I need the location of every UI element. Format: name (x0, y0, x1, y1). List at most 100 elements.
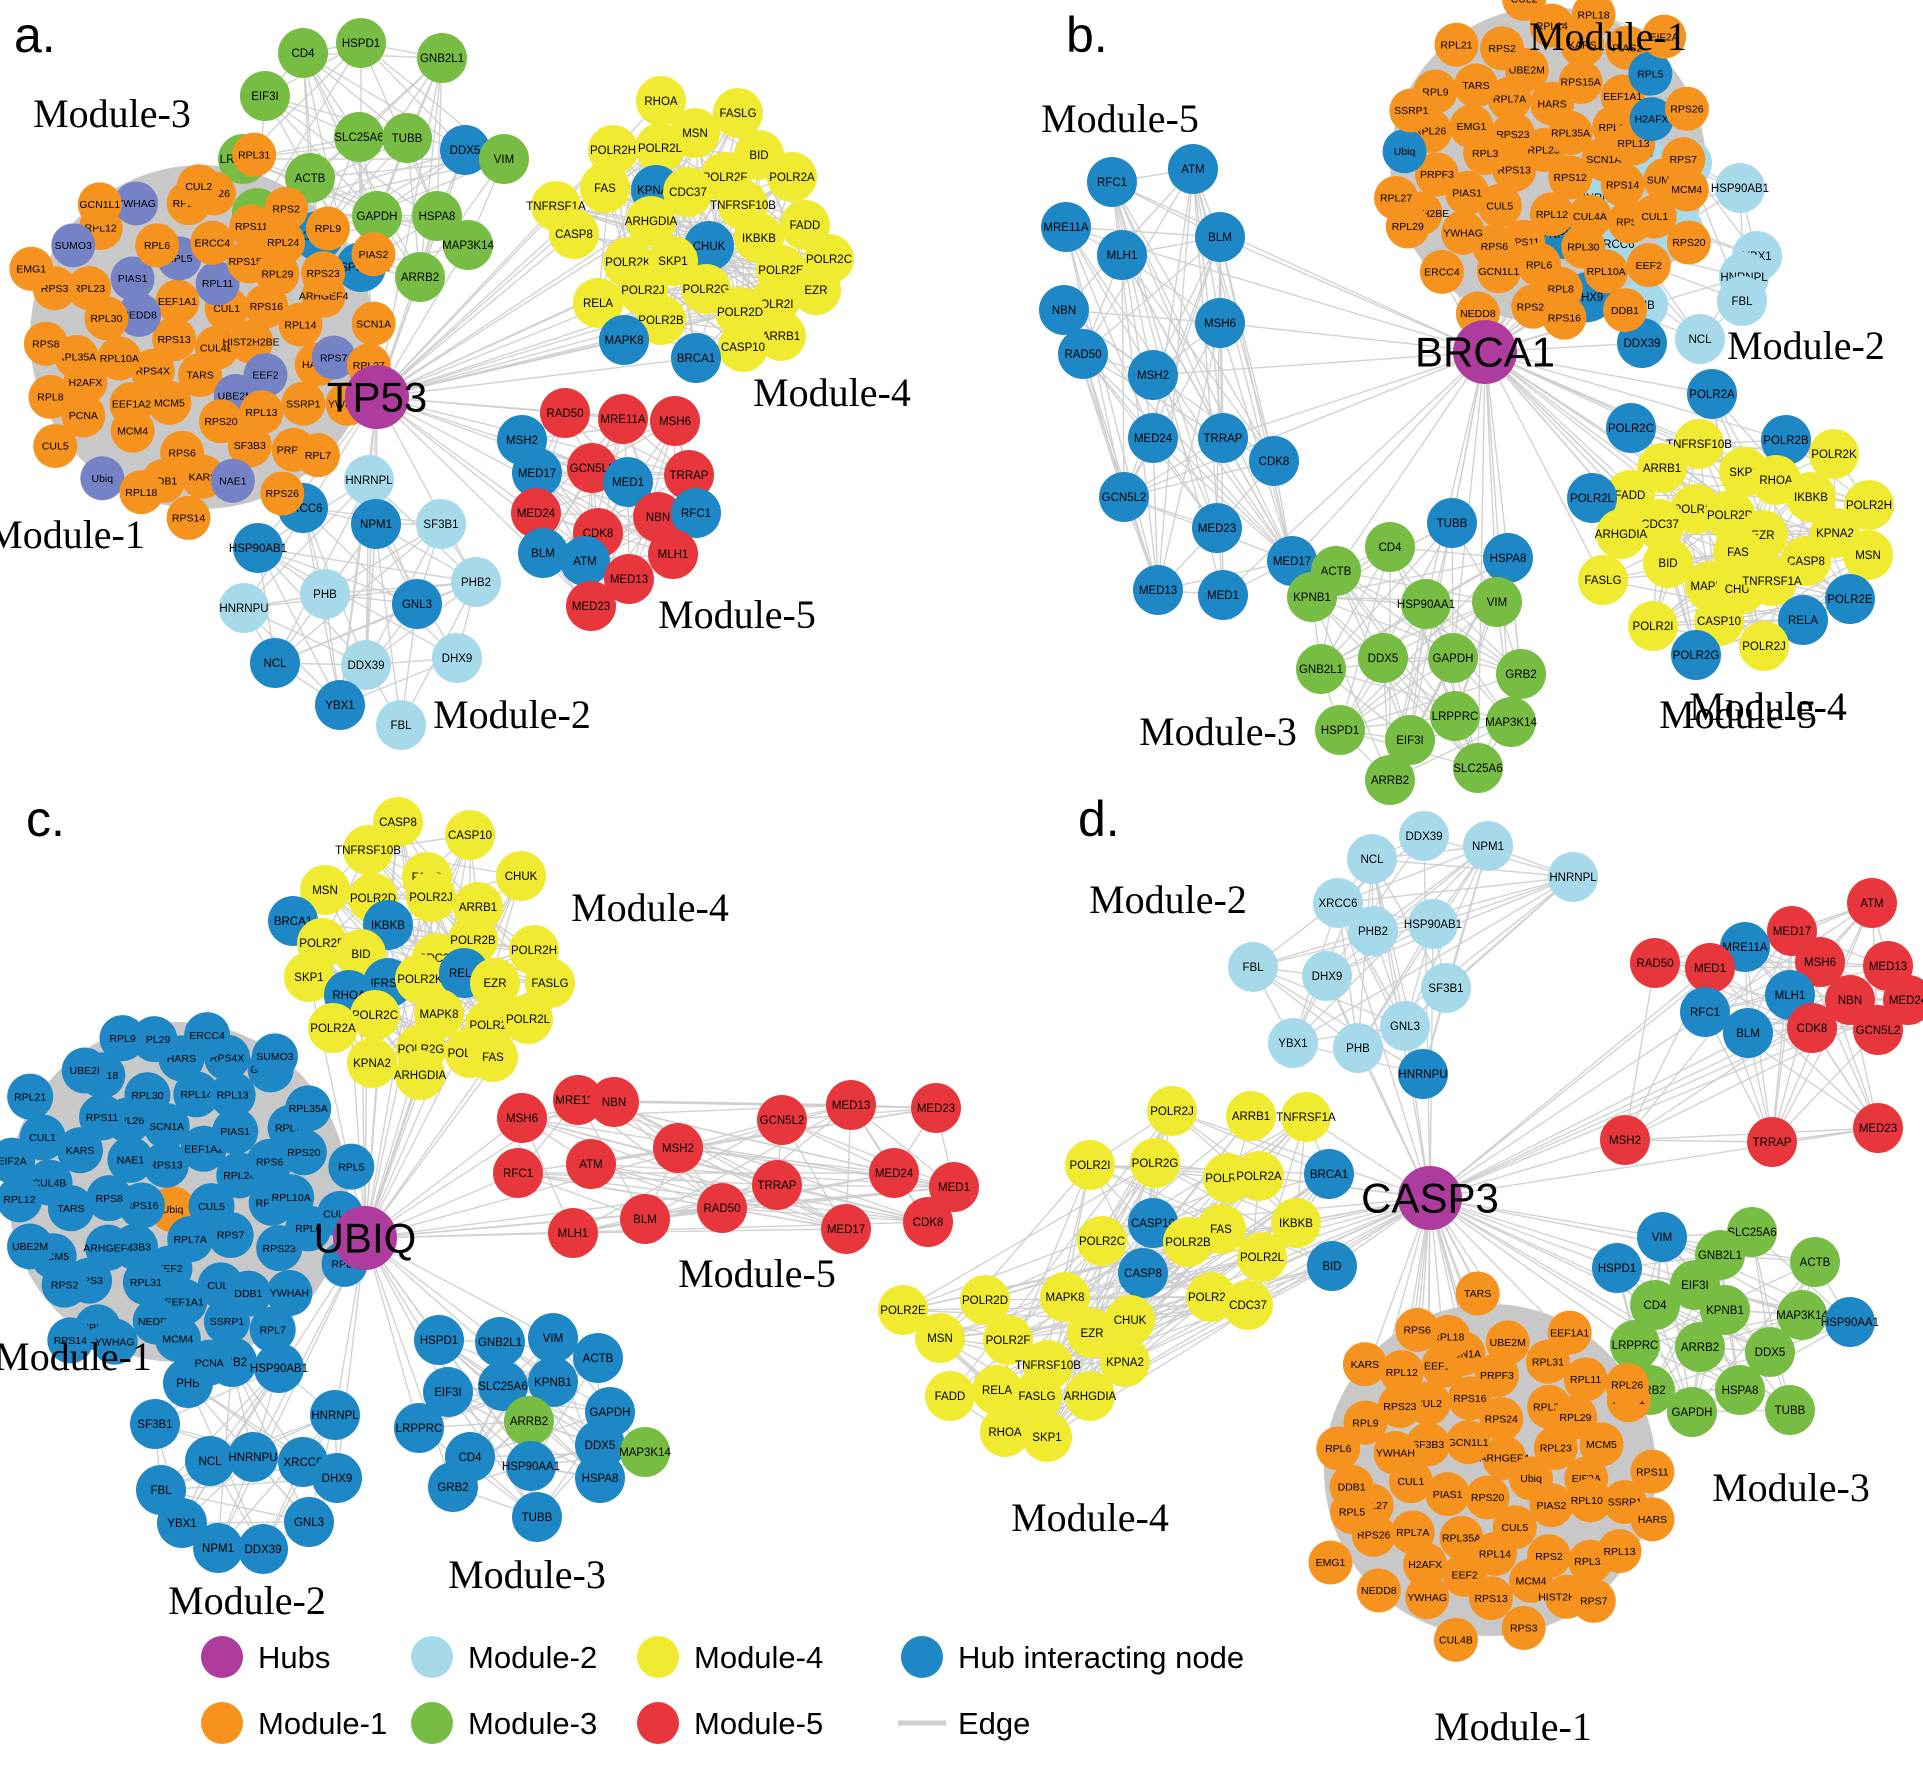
node-circle (1401, 579, 1451, 629)
node-UBE2I: UBE2I (61, 1047, 108, 1094)
node-RPS16: RPS16 (1542, 295, 1587, 340)
legend-label: Module-3 (468, 1706, 597, 1741)
node-label: RPL10A (100, 353, 139, 365)
node-circle (573, 278, 623, 328)
node-label: RELA (583, 298, 613, 310)
edge (243, 581, 477, 609)
node-label: SCN1A (356, 318, 391, 330)
node-label: RPL26 (1611, 1380, 1643, 1392)
node-MED1: MED1 (1685, 943, 1735, 993)
node-circle (1674, 419, 1724, 469)
node-circle (1680, 987, 1730, 1037)
node-label: GNL3 (402, 599, 432, 611)
node-circle (929, 1162, 979, 1212)
edge (1425, 603, 1479, 769)
node-label: RPS16 (125, 1200, 158, 1212)
node-POLR2E: POLR2E (878, 1285, 928, 1335)
node-NCL: NCL (1675, 314, 1725, 364)
node-MED23: MED23 (911, 1083, 961, 1133)
node-label: POLR2I (470, 1020, 511, 1032)
node-MSH6: MSH6 (1795, 937, 1845, 987)
node-label: DDX5 (1755, 1347, 1786, 1359)
node-circle (23, 321, 68, 366)
node-label: HSP90AB1 (250, 1363, 308, 1375)
node-EIF2A: EIF2A (1642, 14, 1687, 59)
node-circle (518, 528, 568, 578)
node-circle (1077, 1216, 1127, 1266)
node-circle (67, 266, 112, 311)
node-circle (1012, 1371, 1062, 1421)
node-label: BRCA1 (274, 916, 312, 928)
node-EIF2A: EIF2A (0, 1137, 36, 1184)
node-label: RPL14 (284, 319, 316, 331)
node-SF3B1: SF3B1 (130, 1399, 180, 1449)
node-circle (1453, 743, 1503, 793)
node-circle (1379, 1350, 1424, 1395)
edge (1152, 351, 1486, 376)
node-circle (756, 311, 806, 361)
node-circle (155, 279, 200, 324)
node-label: PIAS1 (1433, 1489, 1463, 1501)
node-label: POLR2D (717, 307, 763, 319)
node-circle (1130, 1138, 1180, 1188)
node-circle (1385, 715, 1435, 765)
hub-circle (1398, 1166, 1462, 1230)
node-MED23: MED23 (566, 581, 616, 631)
node-label: MCM4 (1671, 184, 1702, 196)
node-DDX5: DDX5 (440, 125, 490, 175)
nodes: RFC1 ATM MRE11A MLH1 BLM NBN MSH6 RAD50 MSH2 MED2… (1039, 0, 1894, 805)
node-label: POLR2J (409, 892, 452, 904)
node-label: MED1 (1207, 590, 1239, 602)
node-label: BLM (1736, 1028, 1760, 1040)
node-RPS20: RPS20 (280, 1129, 327, 1176)
node-RELA: RELA (1778, 595, 1828, 645)
node-label: GCN5L2 (1856, 1025, 1901, 1037)
node-circle (826, 1080, 876, 1130)
node-circle (251, 1033, 298, 1080)
node-circle (573, 1333, 623, 1383)
edge (1616, 1267, 1771, 1353)
module-label: Module-2 (168, 1578, 326, 1623)
edge (1152, 437, 1159, 591)
node-label: EEF1A1 (165, 1297, 204, 1309)
node-label: CD4 (1378, 542, 1402, 554)
node-label: HNRNPL (1549, 872, 1597, 884)
node-GAPDH: GAPDH (352, 191, 402, 241)
node-circle (310, 1390, 360, 1440)
edge (1252, 923, 1434, 968)
node-circle (392, 579, 442, 629)
node-RHOA: RHOA (980, 1407, 1030, 1457)
node-label: DDX5 (1368, 653, 1399, 665)
node-circle (512, 1492, 562, 1542)
node-label: KPNB1 (1706, 1305, 1744, 1317)
node-label: RPL29 (138, 1034, 170, 1046)
node-CDC37: CDC37 (1223, 1280, 1273, 1330)
nodes: DDX39 NPM1 NCL HNRNPL XRCC6 PHB2 HSP90AB1 FBL DH… (878, 811, 1923, 1662)
node-circle (1548, 852, 1598, 902)
node-label: EEF1A2 (184, 1143, 223, 1155)
node-GRB2: GRB2 (1496, 649, 1546, 699)
edge (309, 57, 443, 179)
node-circle (1509, 1558, 1554, 1603)
node-circle (210, 458, 255, 503)
node-circle (147, 380, 192, 425)
node-CUL1: CUL1 (1632, 194, 1677, 239)
node-circle (1480, 26, 1525, 71)
node-label: NBN (1838, 995, 1862, 1007)
node-circle (1485, 1320, 1530, 1365)
node-circle (1486, 697, 1536, 747)
node-PIAS1: PIAS1 (212, 1108, 259, 1155)
node-circle (1380, 1001, 1430, 1051)
node-label: MED23 (1198, 523, 1236, 535)
node-label: IKBKB (742, 233, 776, 245)
node-label: MSH2 (1137, 370, 1169, 382)
node-label: CUL2 (185, 181, 212, 193)
node-DDX39: DDX39 (238, 1524, 288, 1574)
node-circle (1097, 230, 1147, 280)
node-YWHAH: YWHAH (1373, 1430, 1418, 1475)
node-GCN1L1: GCN1L1 (1476, 249, 1521, 294)
node-circle (1163, 1217, 1213, 1267)
node-KPNA2: KPNA2 (1100, 1337, 1150, 1387)
node-RPS7: RPS7 (1571, 1578, 1616, 1623)
node-label: DDB1 (234, 1288, 262, 1300)
